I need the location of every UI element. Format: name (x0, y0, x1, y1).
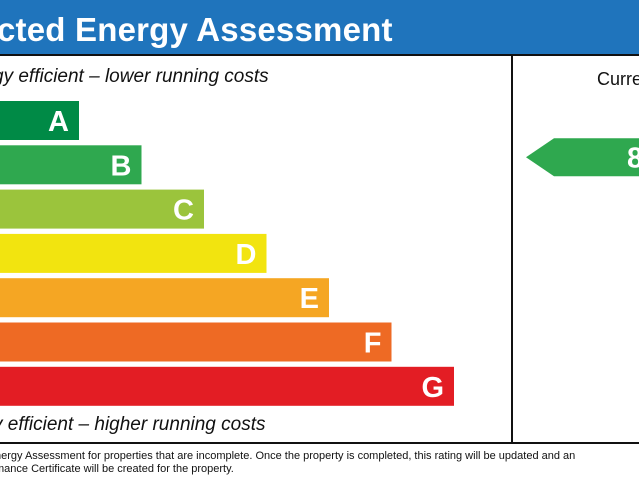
top-efficiency-caption: gy efficient – lower running costs (0, 66, 269, 87)
energy-rating-chart-frame (0, 54, 639, 444)
bottom-efficiency-caption: y efficient – higher running costs (0, 414, 266, 435)
header: cted Energy Assessment (0, 0, 639, 54)
footer-note: nergy Assessment for properties that are… (0, 450, 635, 476)
footer-note-line-1: nergy Assessment for properties that are… (0, 450, 576, 462)
current-column-label: Curre (597, 69, 639, 89)
page-title: cted Energy Assessment (0, 11, 393, 48)
footer-note-line-2: mance Certificate will be created for th… (0, 463, 234, 475)
current-column-divider (511, 54, 513, 444)
